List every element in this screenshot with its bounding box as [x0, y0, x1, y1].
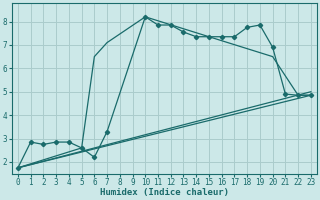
X-axis label: Humidex (Indice chaleur): Humidex (Indice chaleur)	[100, 188, 229, 197]
